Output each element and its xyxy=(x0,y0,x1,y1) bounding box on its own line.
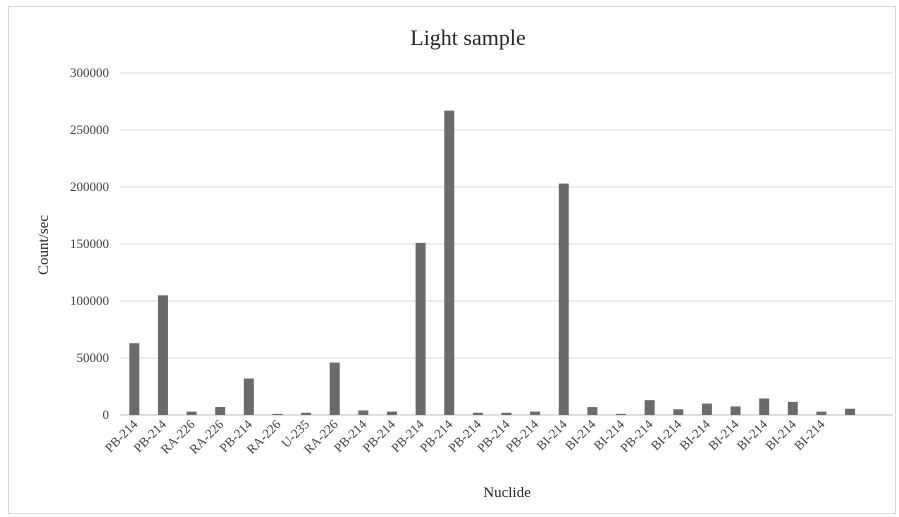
bar xyxy=(587,407,598,415)
bar xyxy=(787,401,798,415)
x-tick-label: BI-214 xyxy=(791,416,828,453)
y-axis-ticks: 0 50000 100000 150000 200000 250000 300000 xyxy=(70,65,109,422)
x-tick-label: BI-214 xyxy=(533,416,570,453)
bar xyxy=(215,407,226,415)
x-tick-label: PB-214 xyxy=(617,416,656,455)
bar xyxy=(157,295,168,415)
bar xyxy=(730,406,741,415)
x-axis-title: Nuclide xyxy=(483,485,531,501)
bar xyxy=(358,410,369,415)
x-tick-label: BI-214 xyxy=(705,416,742,453)
bars xyxy=(129,110,856,416)
bar xyxy=(673,409,684,415)
bar xyxy=(472,412,483,415)
bar xyxy=(616,413,627,415)
y-tick-label: 250000 xyxy=(70,122,109,137)
x-tick-label: BI-214 xyxy=(734,416,771,453)
bar xyxy=(501,412,512,415)
bar xyxy=(644,400,655,415)
bar xyxy=(558,183,569,415)
x-tick-label: BI-214 xyxy=(676,416,713,453)
bar xyxy=(701,403,712,415)
y-tick-label: 100000 xyxy=(70,293,109,308)
bar xyxy=(444,110,455,416)
y-tick-label: 300000 xyxy=(70,65,109,80)
y-axis-title: Count/sec xyxy=(36,215,52,275)
bar xyxy=(415,242,426,415)
bar xyxy=(329,362,340,415)
gridlines xyxy=(120,72,893,416)
bar xyxy=(272,413,283,415)
y-tick-label: 200000 xyxy=(70,179,109,194)
bar xyxy=(129,343,140,415)
bar xyxy=(301,412,312,415)
x-tick-label: BI-214 xyxy=(648,416,685,453)
bar xyxy=(816,411,827,415)
bar xyxy=(243,378,254,415)
bar xyxy=(386,411,397,415)
y-tick-label: 50000 xyxy=(77,350,110,365)
bar xyxy=(845,408,856,415)
bar xyxy=(759,398,770,415)
y-tick-label: 150000 xyxy=(70,236,109,251)
x-tick-label: BI-214 xyxy=(562,416,599,453)
x-tick-label: BI-214 xyxy=(762,416,799,453)
y-tick-label: 0 xyxy=(103,407,110,422)
x-tick-label: PB-214 xyxy=(503,416,542,455)
x-axis-ticks: PB-214PB-214RA-226RA-226PB-214RA-226U-23… xyxy=(102,416,828,457)
bar xyxy=(186,411,197,415)
chart-title: Light sample xyxy=(410,25,525,50)
bar xyxy=(530,411,541,415)
